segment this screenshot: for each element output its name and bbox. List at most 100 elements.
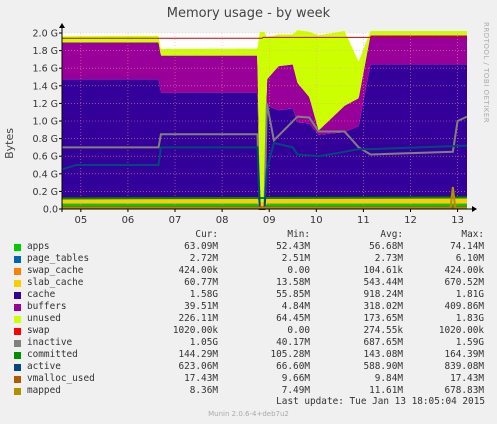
line-total (62, 36, 467, 39)
legend-cur: 144.29M (178, 349, 218, 360)
legend-max: 17.43M (450, 373, 484, 384)
y-tick-label: 2.0 G (33, 29, 59, 40)
legend-header: Cur: Min: Avg: Max: (12, 229, 492, 241)
legend-swatch (14, 328, 21, 335)
legend-swatch (14, 256, 21, 263)
legend-avg: 9.84M (374, 373, 403, 384)
line-mapped (62, 186, 467, 210)
y-tick-label: 1.6 G (33, 64, 59, 75)
legend-avg: 687.65M (363, 337, 403, 348)
legend-name: swap (27, 325, 50, 336)
x-tick-label: 12 (404, 215, 417, 226)
area-buffers (62, 35, 467, 202)
legend-min: 9.66M (281, 373, 310, 384)
legend-name: mapped (27, 385, 61, 396)
legend-max: 1.59G (455, 337, 484, 348)
legend-avg: 543.44M (363, 277, 403, 288)
legend-row-page-tables: page_tables 2.72M 2.51M 2.73M 6.10M (12, 253, 492, 265)
rrdtool-credit: RRDTOOL / TOBI OETIKER (482, 22, 490, 124)
legend-row-slab-cache: slab_cache 60.77M 13.58M 543.44M 670.52M (12, 277, 492, 289)
legend-max: 74.14M (450, 241, 484, 252)
y-tick-label: 0.6 G (33, 152, 59, 163)
line-inactive (62, 103, 468, 210)
legend-row-swap-cache: swap_cache 424.00k 0.00 104.61k 424.00k (12, 265, 492, 277)
legend-min: 0.00 (287, 325, 310, 336)
memory-chart: 0.0 0.2 G 0.4 G 0.6 G 0.8 G 1.0 G 1.2 G 1.4 G 1.… (33, 23, 477, 226)
legend-row-cache: cache 1.58G 55.85M 918.24M 1.81G (12, 289, 492, 301)
legend-cur: 39.51M (184, 301, 218, 312)
legend-swatch (14, 316, 21, 323)
legend-name: committed (27, 349, 78, 360)
legend-max: 1020.00k (438, 325, 484, 336)
x-tick-label: 09 (263, 215, 276, 226)
legend-min: 66.60M (276, 361, 310, 372)
legend-max: 839.08M (444, 361, 484, 372)
y-tick-label: 0.2 G (33, 187, 59, 198)
legend-min: 40.17M (276, 337, 310, 348)
x-axis-arrow (472, 206, 477, 212)
legend-max: 670.52M (444, 277, 484, 288)
legend-row-unused: unused 226.11M 64.45M 173.65M 1.83G (12, 313, 492, 325)
legend-cur: 226.11M (178, 313, 218, 324)
legend-swatch (14, 244, 21, 251)
y-tick-label: 1.4 G (33, 81, 59, 92)
x-tick-label: 08 (216, 215, 229, 226)
legend-avg: 918.24M (363, 289, 403, 300)
legend-max: 1.83G (455, 313, 484, 324)
legend-swatch (14, 352, 21, 359)
y-tick-label: 0.8 G (33, 134, 59, 145)
area-cache (62, 64, 467, 202)
legend-avg: 318.02M (363, 301, 403, 312)
x-tick-label: 06 (122, 215, 135, 226)
legend-max: 409.86M (444, 301, 484, 312)
legend-name: buffers (27, 301, 67, 312)
legend-avg: 2.73M (374, 253, 403, 264)
legend-swatch (14, 364, 21, 371)
legend-min: 4.84M (281, 301, 310, 312)
legend-cur: 17.43M (184, 373, 218, 384)
legend-avg: 143.08M (363, 349, 403, 360)
legend-min: 0.00 (287, 265, 310, 276)
legend-min: 55.85M (276, 289, 310, 300)
y-tick-label: 1.0 G (33, 117, 59, 128)
legend-swatch (14, 292, 21, 299)
munin-version: Munin 2.0.6-4+deb7u2 (208, 410, 289, 418)
legend-max: 6.10M (455, 253, 484, 264)
legend-row-committed: committed 144.29M 105.28M 143.08M 164.39M (12, 349, 492, 361)
legend-avg: 173.65M (363, 313, 403, 324)
legend-row-vmalloc-used: vmalloc_used 17.43M 9.66M 9.84M 17.43M (12, 373, 492, 385)
legend-name: cache (27, 289, 56, 300)
x-tick-label: 13 (451, 215, 464, 226)
legend-header-min: Min: (287, 229, 310, 240)
legend-swatch (14, 304, 21, 311)
x-tick-label: 10 (310, 215, 323, 226)
legend-swatch (14, 376, 21, 383)
legend-row-swap: swap 1020.00k 0.00 274.55k 1020.00k (12, 325, 492, 337)
legend-header-max: Max: (461, 229, 484, 240)
legend-max: 164.39M (444, 349, 484, 360)
line-active (61, 141, 468, 210)
y-tick-label: 0.4 G (33, 169, 59, 180)
legend-name: unused (27, 313, 61, 324)
legend-name: swap_cache (27, 265, 84, 276)
legend-max: 1.81G (455, 289, 484, 300)
area-unused (62, 30, 467, 202)
legend-cur: 424.00k (178, 265, 218, 276)
legend-rows: apps 63.09M 52.43M 56.68M 74.14M page_tables 2… (12, 241, 492, 397)
legend-cur: 1.58G (189, 289, 218, 300)
legend-row-apps: apps 63.09M 52.43M 56.68M 74.14M (12, 241, 492, 253)
legend-cur: 1.05G (189, 337, 218, 348)
legend-cur: 2.72M (189, 253, 218, 264)
last-update: Last update: Tue Jan 13 18:05:04 2015 (276, 396, 485, 407)
legend-min: 7.49M (281, 385, 310, 396)
legend-name: vmalloc_used (27, 373, 95, 384)
legend-min: 52.43M (276, 241, 310, 252)
legend-row-inactive: inactive 1.05G 40.17M 687.65M 1.59G (12, 337, 492, 349)
x-tick-label: 07 (169, 215, 182, 226)
legend-table: Cur: Min: Avg: Max: apps 63.09M 52.43M 56.6… (12, 229, 492, 397)
legend-header-avg: Avg: (380, 229, 403, 240)
legend-cur: 8.36M (189, 385, 218, 396)
y-tick-label: 0.0 (43, 205, 58, 216)
legend-avg: 274.55k (363, 325, 403, 336)
legend-avg: 56.68M (369, 241, 403, 252)
